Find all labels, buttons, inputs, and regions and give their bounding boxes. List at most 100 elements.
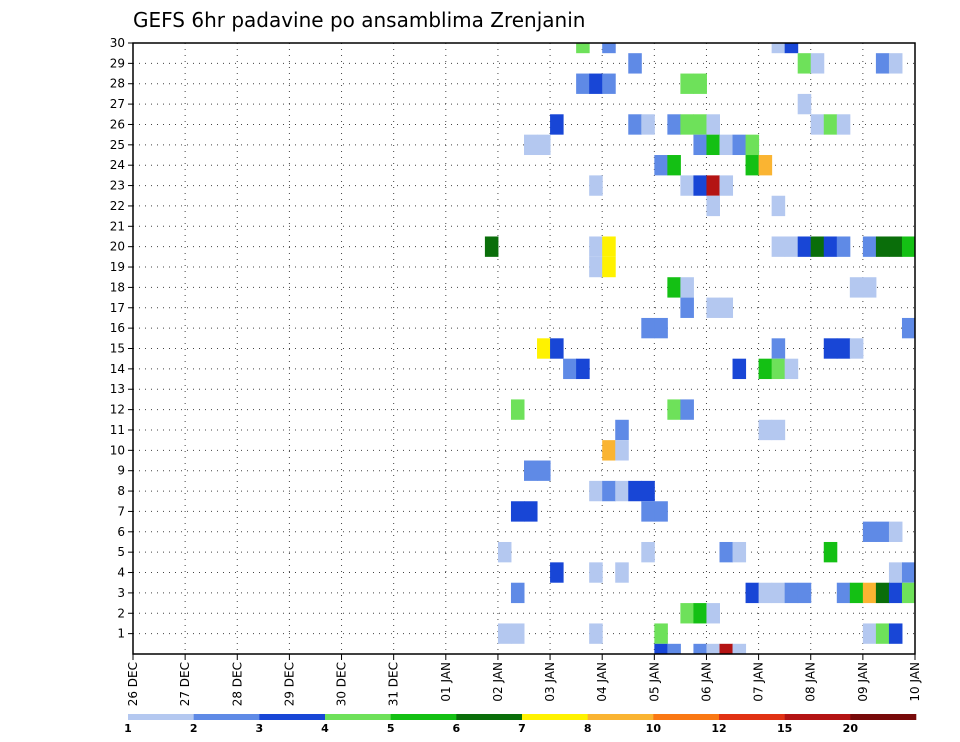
heatmap-cell	[784, 43, 799, 54]
heatmap-cell	[784, 358, 799, 380]
heatmap-cell	[758, 358, 773, 380]
heatmap-cell	[771, 582, 786, 604]
x-tick-label: 07 JAN	[752, 662, 766, 702]
heatmap-cell	[537, 338, 551, 359]
heatmap-cell	[706, 175, 720, 196]
heatmap-cell	[680, 73, 694, 94]
legend-label: 3	[256, 722, 264, 735]
legend-label: 4	[321, 722, 329, 735]
x-tick-label: 01 JAN	[439, 662, 453, 702]
heatmap-cell	[510, 582, 525, 604]
heatmap-cell	[862, 521, 877, 542]
heatmap-cell	[641, 114, 655, 135]
heatmap-cell	[589, 256, 603, 278]
heatmap-cell	[706, 643, 720, 654]
heatmap-cell	[576, 73, 590, 94]
x-tick-label: 05 JAN	[647, 662, 661, 702]
x-tick-label: 27 DEC	[178, 662, 192, 706]
heatmap-cell	[810, 53, 825, 74]
heatmap-cell	[836, 114, 851, 135]
legend-label: 6	[453, 722, 461, 735]
heatmap-cell	[680, 603, 694, 624]
y-tick-label: 14	[110, 362, 125, 376]
heatmap-cell	[615, 440, 629, 461]
heatmap-cell	[823, 236, 838, 257]
y-tick-label: 30	[110, 36, 125, 50]
legend-label: 20	[843, 722, 859, 735]
heatmap-cell	[524, 460, 538, 481]
heatmap-cell	[667, 277, 681, 298]
heatmap-cell	[667, 643, 681, 654]
heatmap-cell	[784, 236, 799, 257]
y-tick-label: 2	[117, 606, 125, 620]
color-legend: 1 2 3 4 5 6 7 8 10 12 15 20	[124, 714, 917, 735]
heatmap-cell	[719, 541, 734, 563]
heatmap-cell	[628, 480, 642, 502]
heatmap-cell	[732, 541, 747, 563]
heatmap-cell	[628, 114, 642, 135]
y-tick-label: 9	[117, 464, 125, 478]
y-tick-label: 22	[110, 199, 125, 213]
heatmap-cell	[667, 399, 681, 420]
heatmap-cell	[693, 603, 707, 624]
heatmap-cell	[537, 460, 551, 481]
heatmap-cell	[862, 623, 877, 644]
legend-label: 10	[646, 722, 662, 735]
heatmap-cell	[680, 297, 694, 318]
heatmap-cell	[680, 114, 694, 135]
heatmap-cell	[875, 623, 890, 644]
heatmap-cell	[745, 155, 760, 176]
heatmap-cell	[693, 134, 707, 156]
heatmap-cell	[602, 440, 616, 461]
legend-swatch	[587, 714, 654, 720]
legend-label: 7	[518, 722, 526, 735]
heatmap-cell	[732, 358, 747, 380]
legend-swatch	[456, 714, 523, 720]
heatmap-cell	[654, 155, 668, 176]
heatmap-cell	[667, 114, 681, 135]
heatmap-cell	[797, 53, 812, 74]
x-axis: 26 DEC 27 DEC 28 DEC 29 DEC 30 DEC 31 DEC 01 J…	[126, 654, 922, 706]
y-axis: 1234567891011121314151617181920212223242…	[110, 36, 133, 641]
heatmap-cell	[589, 623, 603, 644]
x-tick-label: 08 JAN	[804, 662, 818, 702]
heatmap-cell	[888, 623, 903, 644]
heatmap-cell	[758, 582, 773, 604]
heatmap-cell	[641, 317, 655, 339]
heatmap-cell	[901, 317, 916, 339]
heatmap-cell	[654, 317, 668, 339]
heatmap-cell	[602, 256, 616, 278]
heatmap-cell	[771, 43, 786, 54]
y-tick-label: 16	[110, 321, 125, 335]
y-tick-label: 13	[110, 382, 125, 396]
y-tick-label: 17	[110, 301, 125, 315]
heatmap-cell	[497, 541, 512, 563]
heatmap-cell	[836, 338, 851, 359]
y-tick-label: 12	[110, 403, 125, 417]
heatmap-cell	[654, 501, 668, 522]
y-tick-label: 20	[110, 240, 125, 254]
heatmap-cell	[550, 338, 564, 359]
y-tick-label: 23	[110, 179, 125, 193]
heatmap-cell	[576, 43, 590, 54]
y-tick-label: 8	[117, 484, 125, 498]
heatmap-cell	[849, 582, 864, 604]
legend-label: 1	[124, 722, 132, 735]
heatmap-cell	[771, 338, 786, 359]
heatmap-cell	[706, 297, 720, 318]
heatmap-cell	[836, 582, 851, 604]
heatmap-cell	[875, 236, 890, 257]
heatmap-cell	[849, 338, 864, 359]
heatmap-cell	[576, 358, 590, 380]
legend-label: 2	[190, 722, 198, 735]
legend-swatch	[653, 714, 720, 720]
heatmap-cell	[823, 114, 838, 135]
heatmap-cell	[524, 134, 538, 156]
heatmap-cell	[589, 236, 603, 257]
heatmap-cell	[888, 582, 903, 604]
x-tick-label: 06 JAN	[699, 662, 713, 702]
heatmap-cell	[849, 277, 864, 298]
y-tick-label: 28	[110, 77, 125, 91]
x-tick-label: 09 JAN	[856, 662, 870, 702]
